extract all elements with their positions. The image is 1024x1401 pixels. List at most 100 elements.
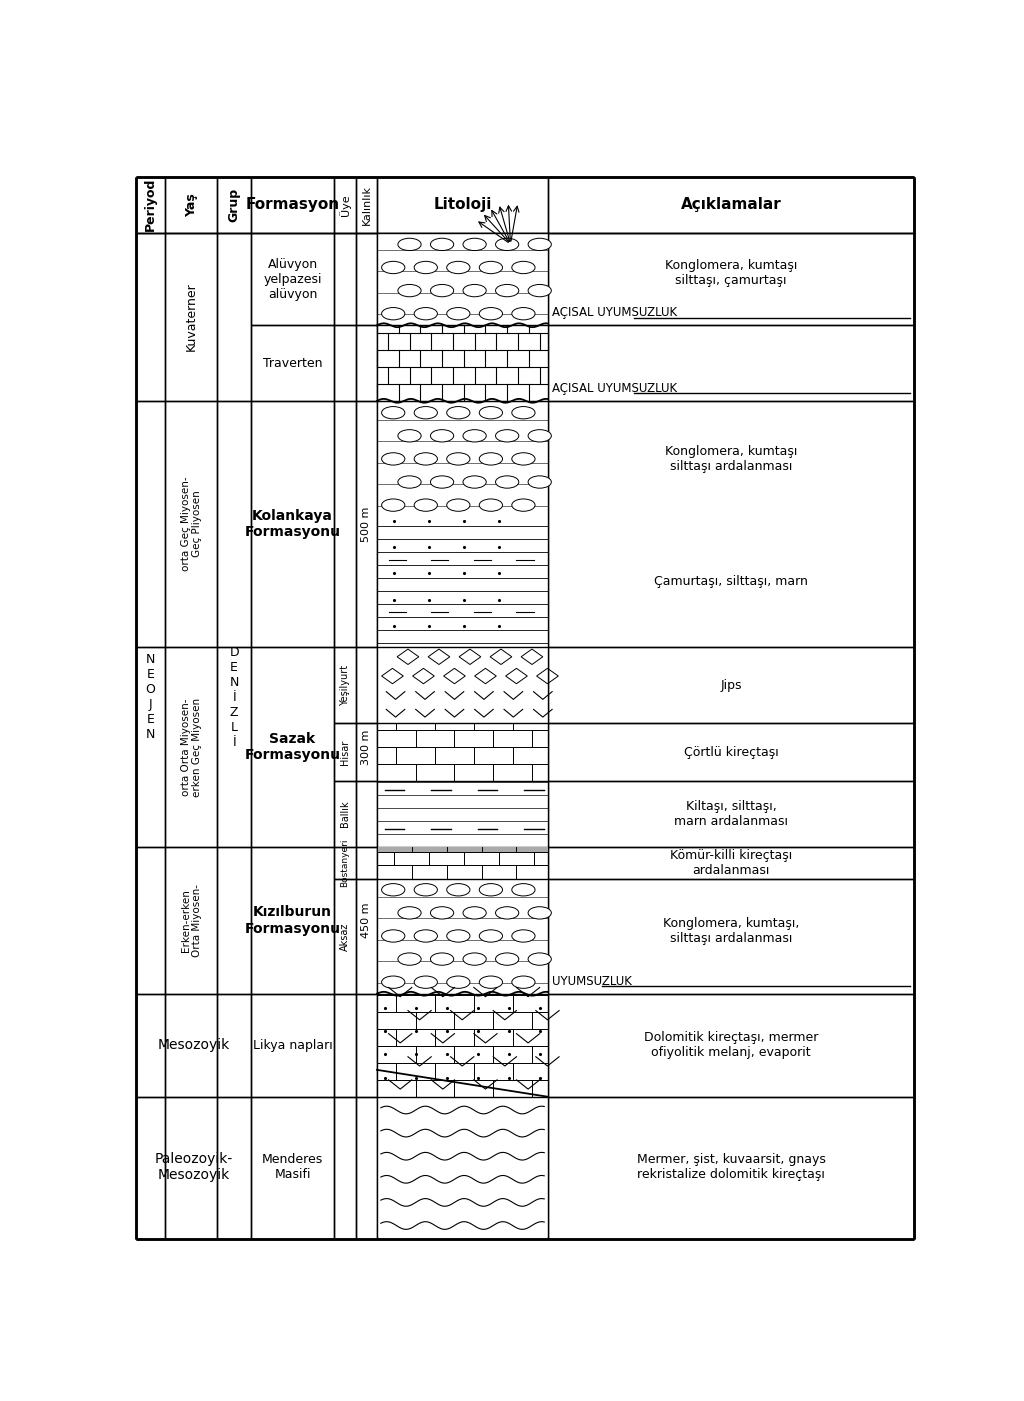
- Ellipse shape: [430, 906, 454, 919]
- Ellipse shape: [496, 238, 519, 251]
- Text: Kolankaya
Formasyonu: Kolankaya Formasyonu: [245, 509, 341, 539]
- Text: Üye: Üye: [339, 193, 351, 216]
- Text: Litoloji: Litoloji: [433, 198, 492, 212]
- Ellipse shape: [446, 499, 470, 511]
- Ellipse shape: [479, 499, 503, 511]
- Text: Paleozoyik-
Mesozoyik: Paleozoyik- Mesozoyik: [155, 1152, 232, 1182]
- Ellipse shape: [463, 906, 486, 919]
- Text: Formasyon: Formasyon: [246, 198, 340, 212]
- Ellipse shape: [398, 284, 421, 297]
- Text: Kömür-killi kireçtaşı
ardalanması: Kömür-killi kireçtaşı ardalanması: [670, 849, 793, 877]
- Text: 300 m: 300 m: [361, 730, 372, 765]
- Ellipse shape: [512, 406, 536, 419]
- Text: orta Orta Miyosen-
erken Geç Miyosen: orta Orta Miyosen- erken Geç Miyosen: [180, 698, 202, 797]
- Ellipse shape: [528, 476, 551, 488]
- Ellipse shape: [382, 499, 404, 511]
- Text: Sazak
Formasyonu: Sazak Formasyonu: [245, 733, 341, 762]
- Ellipse shape: [512, 499, 536, 511]
- Ellipse shape: [382, 884, 404, 895]
- Text: Erken-erken
Orta Miyosen-: Erken-erken Orta Miyosen-: [180, 884, 202, 957]
- Bar: [377, 848, 548, 852]
- Text: Bostanyeri: Bostanyeri: [341, 839, 349, 887]
- Text: Periyod: Periyod: [144, 178, 157, 231]
- Ellipse shape: [479, 884, 503, 895]
- Ellipse shape: [496, 953, 519, 965]
- Ellipse shape: [512, 930, 536, 941]
- Bar: [377, 233, 548, 325]
- Text: Alüvyon
yelpazesi
alüvyon: Alüvyon yelpazesi alüvyon: [263, 258, 322, 301]
- Ellipse shape: [528, 953, 551, 965]
- Ellipse shape: [496, 906, 519, 919]
- Ellipse shape: [512, 262, 536, 273]
- Ellipse shape: [398, 430, 421, 441]
- Ellipse shape: [512, 976, 536, 988]
- Ellipse shape: [479, 262, 503, 273]
- Text: Çörtlü kireçtaşı: Çörtlü kireçtaşı: [684, 745, 778, 759]
- Ellipse shape: [528, 430, 551, 441]
- Ellipse shape: [479, 308, 503, 319]
- Text: Konglomera, kumtaşı
silttaşı, çamurtaşı: Konglomera, kumtaşı silttaşı, çamurtaşı: [665, 259, 798, 287]
- Ellipse shape: [479, 976, 503, 988]
- Text: Traverten: Traverten: [263, 356, 323, 370]
- Text: UYUMSUZLUK: UYUMSUZLUK: [552, 975, 632, 988]
- Ellipse shape: [496, 284, 519, 297]
- Ellipse shape: [512, 884, 536, 895]
- Bar: [377, 647, 548, 723]
- Ellipse shape: [382, 453, 404, 465]
- Text: Kalınlık: Kalınlık: [361, 185, 372, 224]
- Ellipse shape: [398, 238, 421, 251]
- Text: Likya napları: Likya napları: [253, 1038, 333, 1052]
- Bar: [377, 1097, 548, 1237]
- Ellipse shape: [463, 476, 486, 488]
- Ellipse shape: [528, 906, 551, 919]
- Ellipse shape: [414, 406, 437, 419]
- Ellipse shape: [446, 308, 470, 319]
- Ellipse shape: [382, 262, 404, 273]
- Bar: [377, 517, 548, 647]
- Text: 450 m: 450 m: [361, 902, 372, 939]
- Ellipse shape: [430, 430, 454, 441]
- Ellipse shape: [430, 953, 454, 965]
- Ellipse shape: [398, 906, 421, 919]
- Bar: [377, 723, 548, 782]
- Text: Grup: Grup: [227, 188, 241, 221]
- Bar: [377, 848, 548, 880]
- Ellipse shape: [479, 406, 503, 419]
- Ellipse shape: [463, 953, 486, 965]
- Text: Konglomera, kumtaşı,
silttaşı ardalanması: Konglomera, kumtaşı, silttaşı ardalanmas…: [663, 916, 799, 944]
- Ellipse shape: [463, 430, 486, 441]
- Text: Yeşilyurt: Yeşilyurt: [340, 664, 350, 706]
- Text: orta Geç Miyosen-
Geç Pliyosen: orta Geç Miyosen- Geç Pliyosen: [180, 476, 202, 572]
- Ellipse shape: [446, 453, 470, 465]
- Text: Mesozoyik: Mesozoyik: [158, 1038, 229, 1052]
- Text: Mermer, şist, kuvaarsit, gnays
rekristalize dolomitik kireçtaşı: Mermer, şist, kuvaarsit, gnays rekristal…: [637, 1153, 825, 1181]
- Text: Kiltaşı, silttaşı,
marn ardalanması: Kiltaşı, silttaşı, marn ardalanması: [674, 800, 788, 828]
- Ellipse shape: [479, 930, 503, 941]
- Text: Açıklamalar: Açıklamalar: [681, 198, 781, 212]
- Ellipse shape: [430, 238, 454, 251]
- Bar: [377, 401, 548, 517]
- Bar: [377, 325, 548, 401]
- Text: Aksaz: Aksaz: [340, 922, 350, 951]
- Text: Kızılburun
Formasyonu: Kızılburun Formasyonu: [245, 905, 341, 936]
- Ellipse shape: [512, 453, 536, 465]
- Text: AÇISAL UYUMSUZLUK: AÇISAL UYUMSUZLUK: [552, 381, 677, 395]
- Text: Jips: Jips: [720, 678, 741, 692]
- Ellipse shape: [414, 453, 437, 465]
- Text: Yaş: Yaş: [185, 193, 198, 217]
- Ellipse shape: [398, 953, 421, 965]
- Text: Ballık: Ballık: [340, 801, 350, 828]
- Ellipse shape: [463, 238, 486, 251]
- Ellipse shape: [414, 884, 437, 895]
- Text: Hisar: Hisar: [340, 740, 350, 765]
- Ellipse shape: [398, 476, 421, 488]
- Ellipse shape: [414, 499, 437, 511]
- Text: AÇISAL UYUMSUZLUK: AÇISAL UYUMSUZLUK: [552, 305, 677, 319]
- Ellipse shape: [382, 406, 404, 419]
- Text: 500 m: 500 m: [361, 506, 372, 542]
- Ellipse shape: [446, 406, 470, 419]
- Text: Kuvaterner: Kuvaterner: [185, 283, 198, 352]
- Ellipse shape: [430, 284, 454, 297]
- Ellipse shape: [414, 262, 437, 273]
- Text: Menderes
Masifi: Menderes Masifi: [262, 1153, 324, 1181]
